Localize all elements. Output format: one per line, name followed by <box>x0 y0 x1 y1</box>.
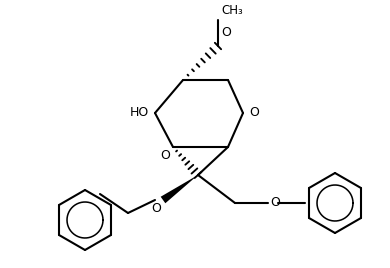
Text: CH₃: CH₃ <box>221 4 243 17</box>
Text: HO: HO <box>130 106 149 120</box>
Polygon shape <box>161 175 198 203</box>
Text: O: O <box>160 149 170 162</box>
Text: O: O <box>270 196 280 210</box>
Text: O: O <box>221 27 231 39</box>
Text: O: O <box>151 202 161 215</box>
Text: O: O <box>249 106 259 120</box>
